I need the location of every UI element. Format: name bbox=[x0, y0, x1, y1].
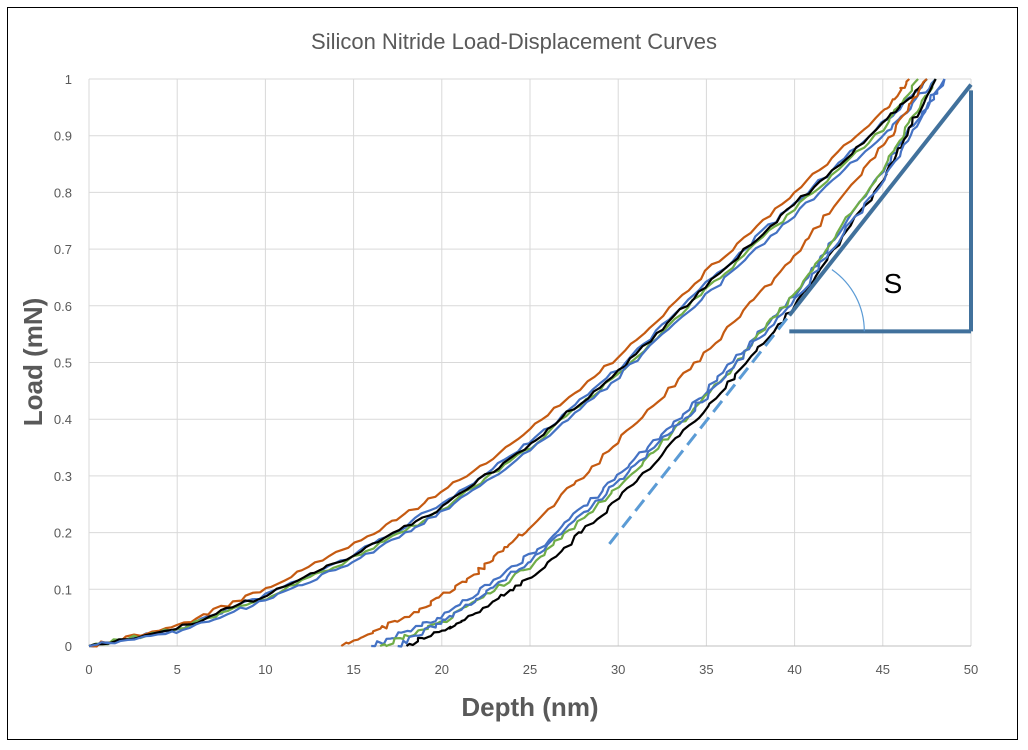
angle-arc bbox=[831, 269, 865, 332]
y-tick-label: 0.2 bbox=[54, 526, 72, 541]
series-line-unloading-2 bbox=[340, 78, 928, 647]
y-tick-label: 0 bbox=[65, 639, 72, 654]
data-series bbox=[88, 78, 946, 648]
x-axis-title: Depth (nm) bbox=[461, 692, 598, 722]
x-tick-label: 10 bbox=[258, 662, 272, 677]
y-tick-label: 0.3 bbox=[54, 469, 72, 484]
annotations bbox=[608, 83, 973, 545]
x-tick-label: 40 bbox=[787, 662, 801, 677]
tangent-line-dashed bbox=[608, 314, 791, 545]
y-tick-label: 0.5 bbox=[54, 356, 72, 371]
x-tick-label: 15 bbox=[346, 662, 360, 677]
y-tick-label: 0.1 bbox=[54, 582, 72, 597]
x-tick-label: 25 bbox=[523, 662, 537, 677]
series-line-unloading-4 bbox=[405, 78, 937, 647]
series-line-loading-5 bbox=[88, 78, 937, 648]
chart-frame bbox=[7, 7, 1018, 740]
y-tick-label: 0.6 bbox=[54, 299, 72, 314]
x-tick-label: 20 bbox=[435, 662, 449, 677]
chart-title: Silicon Nitride Load-Displacement Curves bbox=[311, 29, 717, 54]
y-tick-label: 0.9 bbox=[54, 129, 72, 144]
x-tick-label: 50 bbox=[964, 662, 978, 677]
y-tick-label: 0.7 bbox=[54, 242, 72, 257]
x-tick-label: 45 bbox=[876, 662, 890, 677]
y-axis-title: Load (mN) bbox=[18, 298, 48, 427]
x-tick-label: 35 bbox=[699, 662, 713, 677]
series-line-loading-2 bbox=[88, 78, 911, 648]
tick-labels: 0 5 10 15 20 25 30 35 40 45 50 0 0.1 0.2 0.3 0.4 0.5 0.6 0… bbox=[54, 72, 978, 677]
x-tick-label: 30 bbox=[611, 662, 625, 677]
stiffness-label: S bbox=[884, 268, 903, 299]
x-tick-label: 5 bbox=[174, 662, 181, 677]
y-tick-label: 1 bbox=[65, 72, 72, 87]
y-tick-label: 0.4 bbox=[54, 412, 72, 427]
series-line-loading-4 bbox=[88, 78, 928, 648]
y-tick-label: 0.8 bbox=[54, 185, 72, 200]
series-line-unloading-5 bbox=[397, 78, 946, 648]
tangent-line-solid bbox=[787, 83, 973, 317]
x-tick-label: 0 bbox=[85, 662, 92, 677]
